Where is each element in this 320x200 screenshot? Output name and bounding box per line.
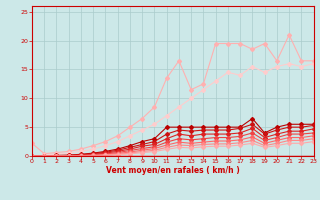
X-axis label: Vent moyen/en rafales ( km/h ): Vent moyen/en rafales ( km/h ) (106, 166, 240, 175)
